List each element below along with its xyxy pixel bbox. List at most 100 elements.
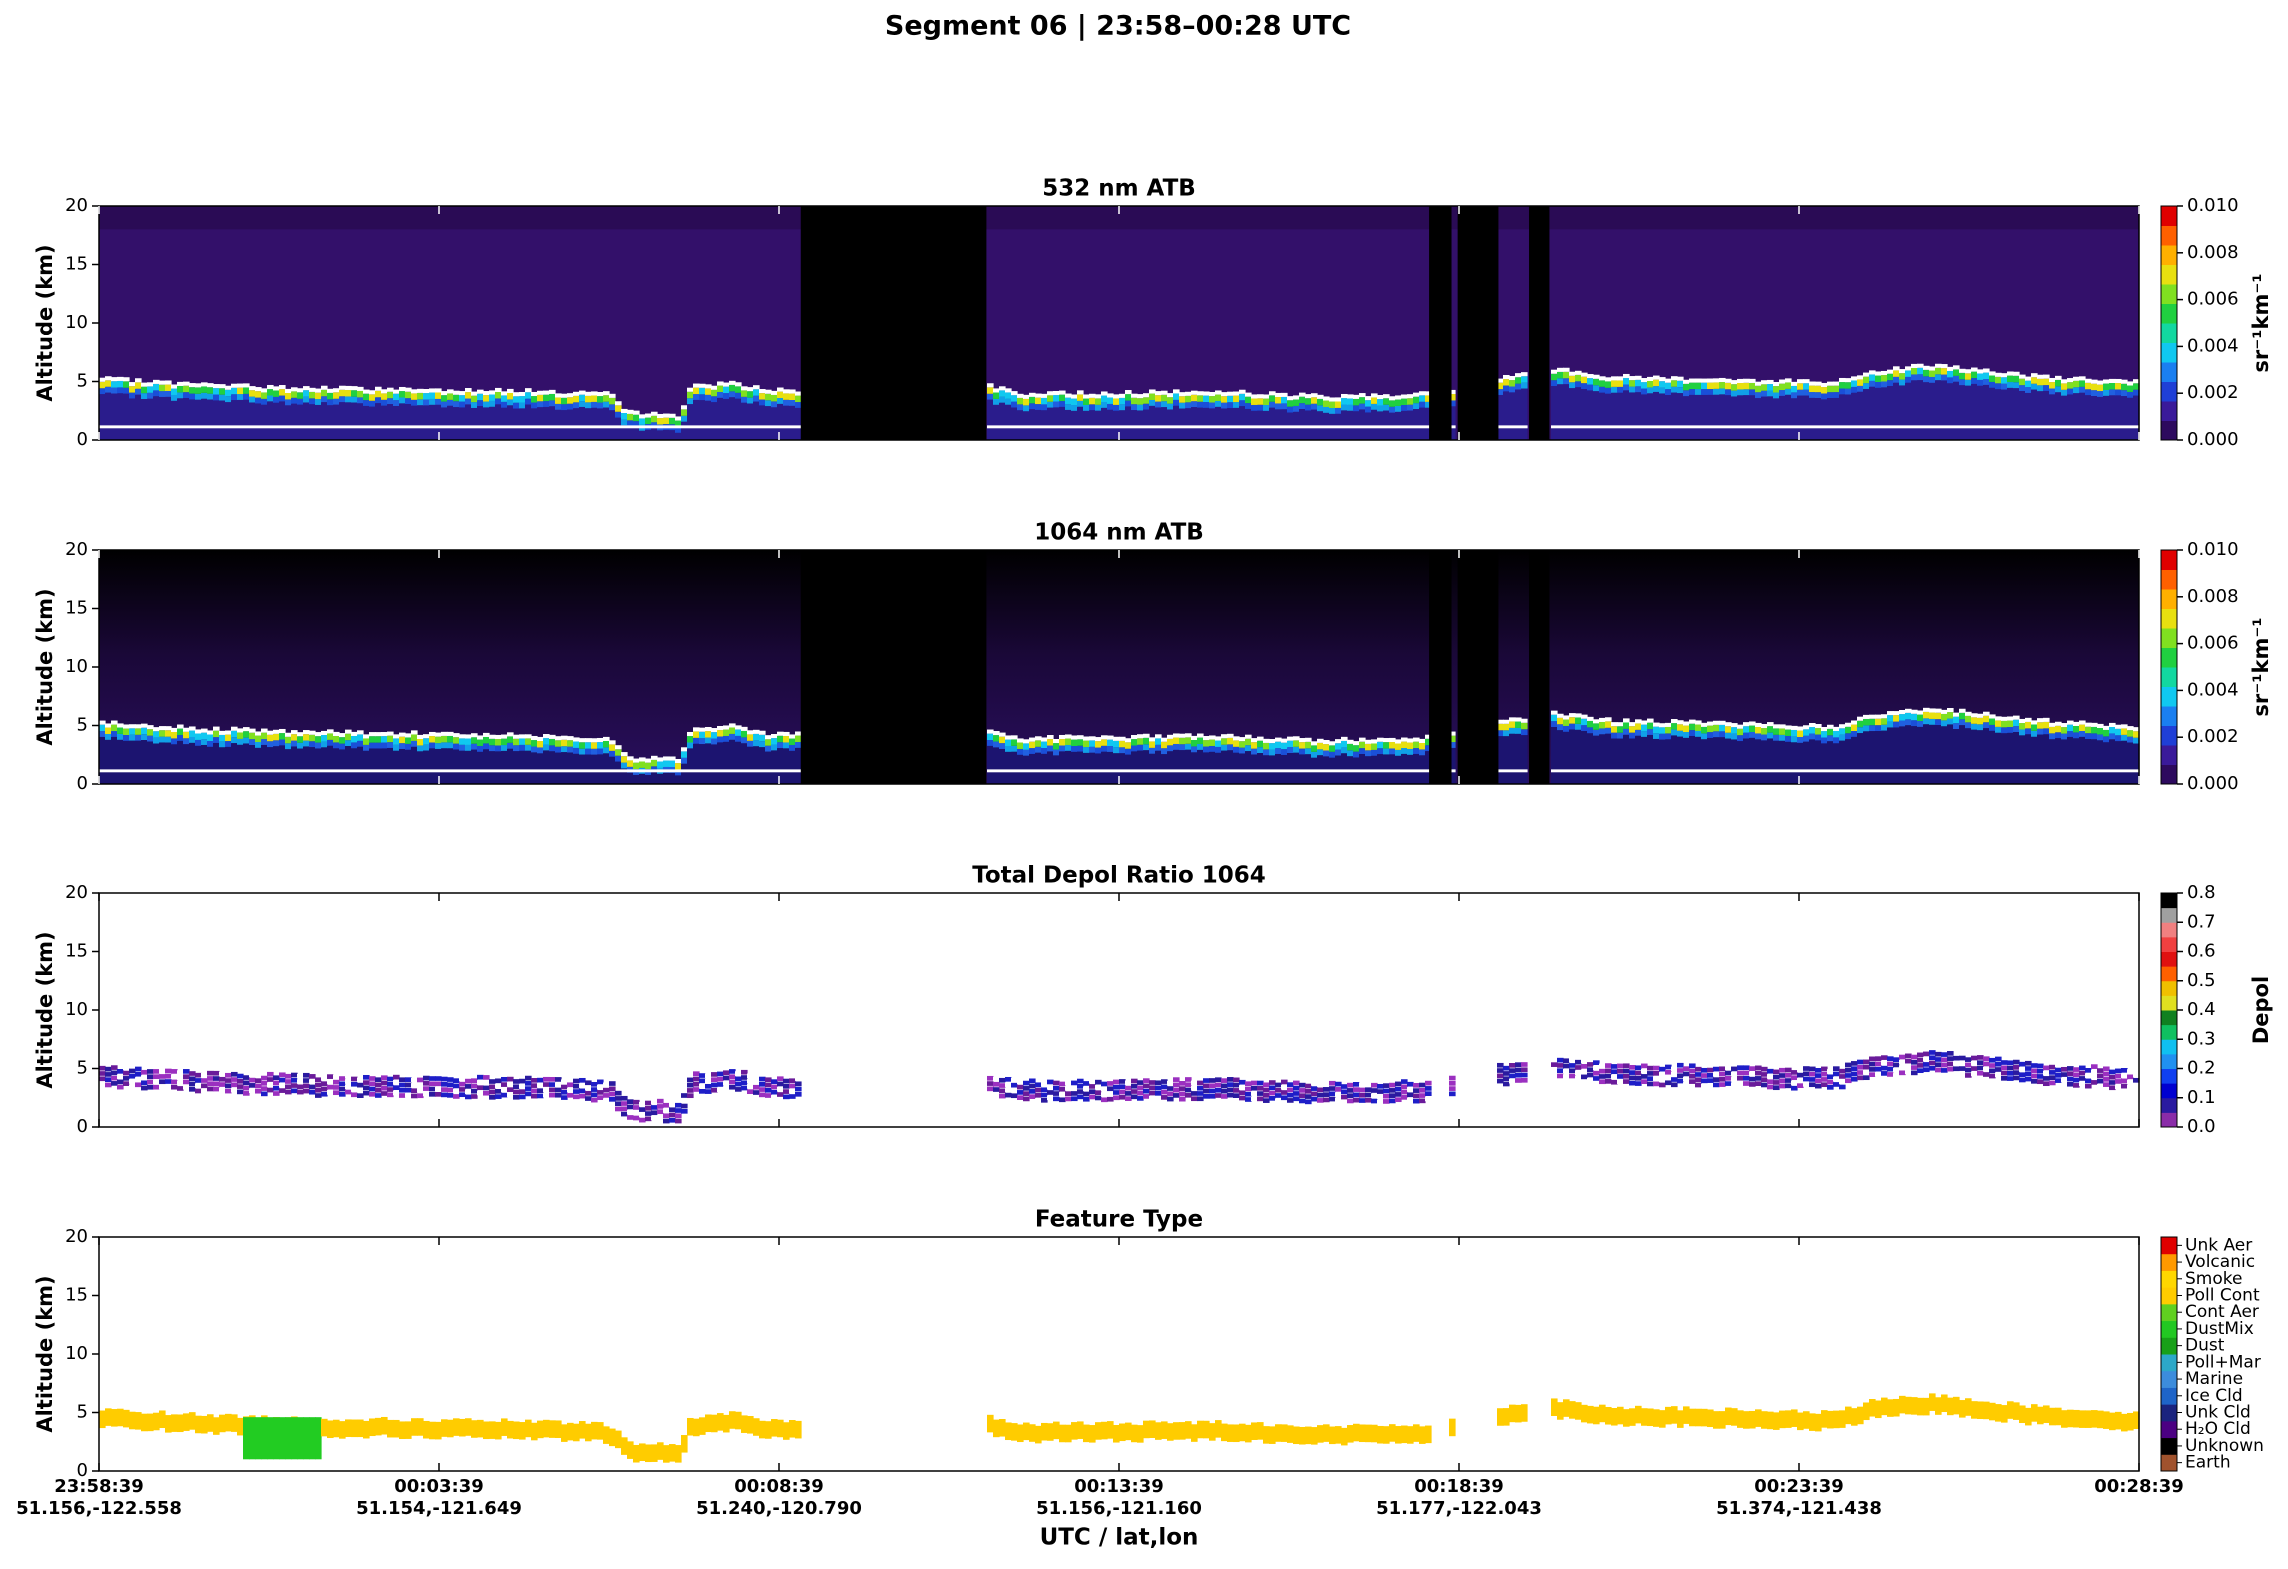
curtain-cell (1659, 381, 1666, 388)
curtain-cell (1119, 1423, 1126, 1442)
curtain-cell (1749, 1410, 1756, 1429)
curtain-cell (705, 1089, 712, 1094)
curtain-cell (1101, 769, 1108, 773)
curtain-cell (579, 738, 586, 743)
curtain-cell (339, 425, 346, 429)
curtain-cell (2127, 769, 2134, 773)
curtain-cell (255, 1083, 262, 1089)
curtain-cell (225, 1078, 232, 1083)
curtain-cell (1629, 392, 1636, 440)
curtain-cell (2013, 731, 2020, 784)
curtain-cell (213, 742, 220, 784)
curtain-cell (597, 396, 604, 403)
curtain-cell (243, 769, 250, 773)
curtain-cell (549, 751, 556, 784)
curtain-cell (1863, 372, 1870, 377)
curtain-cell (747, 1078, 754, 1084)
curtain-cell (771, 407, 778, 440)
curtain-cell (1791, 392, 1798, 399)
curtain-cell (615, 401, 622, 406)
curtain-cell (1167, 769, 1174, 773)
curtain-cell (105, 392, 112, 440)
curtain-cell (495, 1421, 502, 1440)
curtain-cell (2019, 1067, 2026, 1072)
curtain-cell (1149, 399, 1156, 406)
curtain-cell (723, 725, 730, 730)
curtain-cell (435, 1091, 442, 1097)
curtain-cell (315, 404, 322, 440)
curtain-cell (789, 769, 796, 773)
curtain-cell (243, 731, 250, 738)
curtain-cell (1191, 1080, 1198, 1086)
curtain-cell (201, 1083, 208, 1089)
curtain-cell (1953, 723, 1960, 729)
curtain-cell (183, 425, 190, 429)
curtain-cell (2025, 734, 2032, 784)
curtain-cell (1731, 390, 1738, 397)
curtain-cell (1407, 769, 1414, 773)
curtain-cell (177, 1070, 184, 1075)
curtain-cell (621, 752, 628, 757)
curtain-cell (1125, 406, 1132, 440)
curtain-cell (1653, 722, 1660, 727)
curtain-cell (1143, 1420, 1150, 1439)
curtain-cell (1305, 1094, 1312, 1099)
curtain-cell (1587, 1405, 1594, 1424)
curtain-cell (531, 1088, 538, 1094)
curtain-cell (177, 385, 184, 393)
colorbar-tick-label: 0.002 (2187, 382, 2239, 403)
curtain-cell (501, 425, 508, 429)
curtain-cell (399, 425, 406, 429)
curtain-cell (2091, 425, 2098, 429)
curtain-cell (1659, 1410, 1666, 1428)
curtain-cell (441, 735, 448, 743)
curtain-cell (723, 729, 730, 736)
curtain-cell (1629, 732, 1636, 739)
curtain-cell (147, 1069, 154, 1074)
curtain-cell (771, 394, 778, 402)
curtain-cell (2019, 425, 2026, 429)
colorbar-swatch (2161, 686, 2177, 707)
curtain-cell (1719, 769, 1726, 773)
curtain-cell (1311, 1086, 1318, 1091)
curtain-cell (1923, 718, 1930, 725)
curtain-cell (771, 425, 778, 429)
curtain-cell (2079, 731, 2086, 737)
curtain-cell (189, 769, 196, 773)
curtain-cell (1971, 425, 1978, 429)
curtain-cell (1629, 726, 1636, 733)
curtain-cell (2109, 1069, 2116, 1075)
curtain-cell (2103, 425, 2110, 429)
curtain-cell (1413, 392, 1420, 397)
curtain-cell (1239, 400, 1246, 407)
curtain-cell (1311, 745, 1318, 752)
curtain-cell (333, 742, 340, 749)
curtain-cell (1665, 389, 1672, 396)
curtain-cell (1035, 736, 1042, 741)
data-gap (1429, 550, 1452, 784)
curtain-cell (2001, 1075, 2008, 1081)
curtain-cell (147, 725, 154, 730)
curtain-cell (747, 397, 754, 404)
curtain-cell (1671, 769, 1678, 773)
curtain-cell (1173, 1082, 1180, 1088)
curtain-cell (735, 741, 742, 784)
curtain-cell (567, 425, 574, 429)
curtain-cell (459, 1081, 466, 1087)
curtain-cell (1689, 378, 1696, 383)
curtain-cell (321, 396, 328, 403)
curtain-cell (1947, 1056, 1954, 1061)
curtain-cell (1689, 394, 1696, 440)
curtain-cell (1893, 769, 1900, 773)
curtain-cell (1125, 1085, 1132, 1091)
curtain-cell (1875, 1400, 1882, 1419)
curtain-cell (411, 389, 418, 394)
curtain-cell (1713, 720, 1720, 725)
curtain-cell (153, 727, 160, 732)
curtain-cell (1311, 1080, 1318, 1086)
curtain-cell (693, 1418, 700, 1437)
curtain-cell (609, 769, 616, 773)
curtain-cell (1149, 405, 1156, 440)
curtain-cell (1401, 753, 1408, 784)
curtain-cell (759, 1081, 766, 1087)
